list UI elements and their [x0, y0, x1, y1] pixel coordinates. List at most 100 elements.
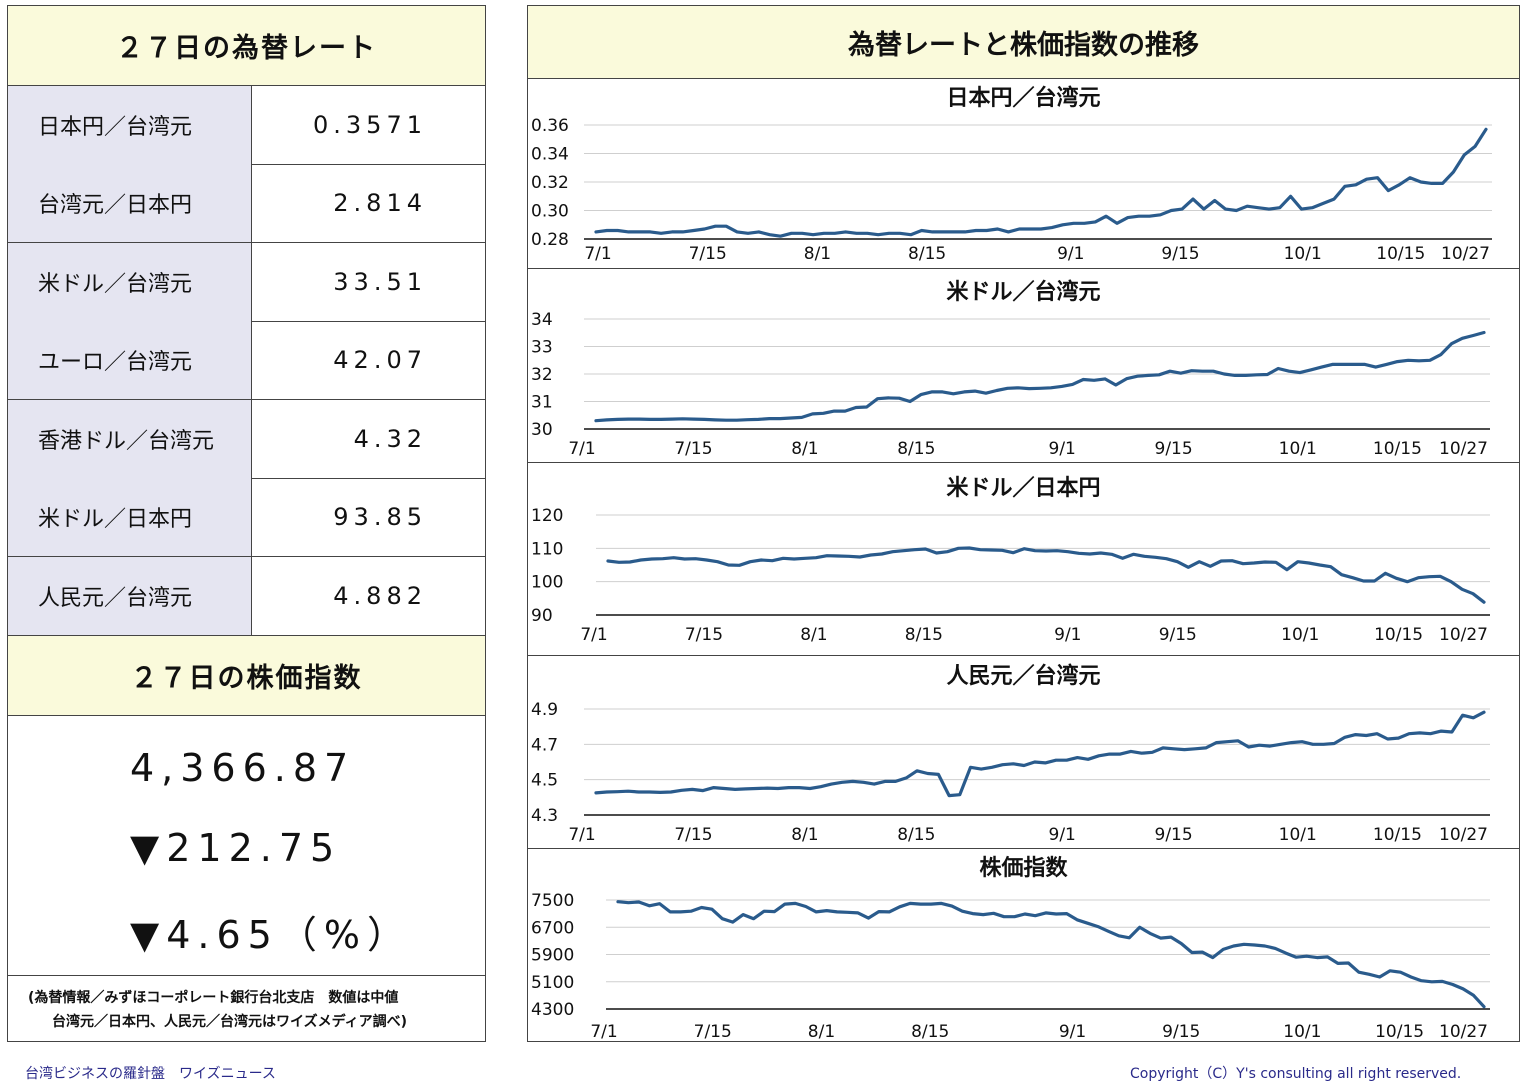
x-tick-label: 7/15	[685, 625, 723, 645]
rate-row: 香港ドル／台湾元 4.32	[8, 400, 485, 479]
series-line	[594, 710, 1486, 798]
x-tick-label: 7/1	[568, 825, 595, 845]
rate-row: 米ドル／日本円 93.85	[8, 478, 485, 557]
x-tick-label: 10/15	[1373, 825, 1422, 845]
x-tick-label: 9/1	[1049, 439, 1076, 459]
y-tick-label: 34	[531, 310, 553, 330]
rate-row: ユーロ／台湾元 42.07	[8, 321, 485, 400]
x-tick-label: 10/1	[1279, 439, 1317, 459]
y-tick-label: 4.9	[531, 700, 558, 720]
y-tick-label: 4.5	[531, 771, 558, 791]
rate-value: 42.07	[333, 346, 427, 374]
series-line	[594, 330, 1486, 423]
x-tick-label: 7/1	[568, 439, 595, 459]
x-tick-label: 10/15	[1375, 1022, 1424, 1042]
y-tick-label: 90	[531, 606, 553, 626]
x-tick-label: 8/15	[908, 244, 946, 264]
chart-svg: 日本円／台湾元 0.36 0.34 0.32 0.30 0.28 7/1 7/15 8/1 8/1…	[531, 85, 1492, 264]
chart-svg: 人民元／台湾元 4.9 4.7 4.5 4.3 7/1 7/15 8/1 8/15 9/1 9/15…	[531, 663, 1490, 845]
rate-label: 日本円／台湾元	[8, 86, 252, 164]
x-tick-label: 7/15	[689, 244, 727, 264]
rate-label: ユーロ／台湾元	[8, 321, 252, 399]
y-tick-label: 4.7	[531, 735, 558, 755]
x-tick-label: 9/15	[1159, 625, 1197, 645]
rates-title: ２７日の為替レート	[8, 6, 485, 86]
x-tick-label: 10/15	[1374, 625, 1423, 645]
y-tick-label: 32	[531, 365, 553, 385]
footer-left: 台湾ビジネスの羅針盤 ワイズニュース	[25, 1066, 276, 1082]
rate-value: 93.85	[333, 503, 427, 531]
x-tick-label: 10/27	[1439, 1022, 1488, 1042]
y-tick-label: 100	[531, 573, 563, 593]
chart-jpy-twd: 日本円／台湾元 0.36 0.34 0.32 0.30 0.28 7/1 7/15 8/1 8/1…	[528, 79, 1519, 269]
source-note-line: 台湾元／日本円、人民元／台湾元はワイズメディア調べ)	[52, 1014, 407, 1030]
y-tick-label: 30	[531, 420, 553, 440]
y-tick-label: 5900	[531, 946, 574, 966]
x-tick-label: 9/1	[1057, 244, 1084, 264]
chart-title: 日本円／台湾元	[946, 85, 1100, 111]
x-tick-label: 7/15	[674, 825, 712, 845]
chart-svg: 米ドル／日本円 120 110 100 90 7/1 7/15 8/1 8/15 9/1 9/15 1…	[531, 476, 1490, 645]
y-tick-label: 7500	[531, 891, 574, 911]
rate-value: 4.882	[333, 582, 427, 610]
rate-label: 米ドル／日本円	[8, 478, 252, 556]
trends-title: 為替レートと株価指数の推移	[528, 6, 1519, 79]
y-tick-label: 0.30	[531, 202, 569, 222]
x-tick-label: 8/1	[808, 1022, 835, 1042]
x-tick-label: 9/15	[1162, 1022, 1200, 1042]
x-tick-label: 8/1	[791, 825, 818, 845]
chart-title: 株価指数	[979, 855, 1068, 881]
rate-label: 米ドル／台湾元	[8, 243, 252, 321]
y-tick-label: 5100	[531, 973, 574, 993]
chart-usd-twd: 米ドル／台湾元 34 33 32 31 30 7/1 7/15 8/1 8/15 9/1 9/15 10…	[528, 269, 1519, 463]
x-tick-label: 10/27	[1441, 244, 1490, 264]
stock-value: 4,366.87	[130, 746, 356, 790]
y-tick-label: 0.28	[531, 230, 569, 250]
footer-right: Copyright（C）Y's consulting all right res…	[1130, 1066, 1462, 1082]
source-note-line: (為替情報／みずほコーポレート銀行台北支店 数値は中値	[28, 990, 399, 1006]
y-tick-label: 120	[531, 506, 563, 526]
y-tick-label: 0.36	[531, 116, 569, 136]
rate-value: 4.32	[353, 425, 427, 453]
rate-row: 日本円／台湾元 0.3571	[8, 86, 485, 165]
x-tick-label: 7/1	[584, 244, 611, 264]
x-tick-label: 9/1	[1054, 625, 1081, 645]
x-tick-label: 7/1	[580, 625, 607, 645]
x-tick-label: 10/15	[1373, 439, 1422, 459]
x-tick-label: 8/15	[897, 825, 935, 845]
chart-usd-jpy: 米ドル／日本円 120 110 100 90 7/1 7/15 8/1 8/15 9/1 9/15 1…	[528, 463, 1519, 656]
y-tick-label: 31	[531, 393, 553, 413]
x-tick-label: 7/1	[590, 1022, 617, 1042]
stock-change: ▼212.75	[130, 826, 342, 870]
x-tick-label: 9/1	[1049, 825, 1076, 845]
series-line	[594, 127, 1488, 238]
chart-title: 米ドル／台湾元	[946, 279, 1100, 305]
x-tick-label: 10/27	[1439, 825, 1488, 845]
x-tick-label: 9/15	[1155, 825, 1193, 845]
x-tick-label: 10/27	[1439, 625, 1488, 645]
right-panel: 為替レートと株価指数の推移 日本円／台湾元 0.36 0.34 0.32 0.30 0.2…	[527, 5, 1520, 1042]
x-tick-label: 7/15	[694, 1022, 732, 1042]
y-tick-label: 4.3	[531, 806, 558, 826]
x-tick-label: 7/15	[674, 439, 712, 459]
y-tick-label: 0.34	[531, 145, 569, 165]
series-line	[616, 900, 1486, 1009]
x-tick-label: 8/1	[791, 439, 818, 459]
rate-label: 香港ドル／台湾元	[8, 400, 252, 478]
stock-title: ２７日の株価指数	[8, 636, 485, 716]
rate-value: 2.814	[333, 189, 427, 217]
y-tick-label: 4300	[531, 1000, 574, 1020]
rate-label: 人民元／台湾元	[8, 557, 252, 635]
y-tick-label: 6700	[531, 918, 574, 938]
x-tick-label: 9/1	[1059, 1022, 1086, 1042]
x-tick-label: 9/15	[1155, 439, 1193, 459]
stock-change-pct: ▼4.65（%）	[130, 913, 412, 957]
chart-title: 米ドル／日本円	[946, 476, 1100, 501]
y-tick-label: 33	[531, 338, 553, 358]
series-line	[606, 546, 1486, 604]
x-tick-label: 10/1	[1279, 825, 1317, 845]
y-tick-label: 110	[531, 539, 563, 559]
rate-row: 人民元／台湾元 4.882	[8, 557, 485, 636]
x-tick-label: 10/1	[1283, 1022, 1321, 1042]
chart-taiex: 株価指数 7500 6700 5900 5100 4300 7/1 7/15 8/1 8/15 9/…	[528, 849, 1519, 1042]
